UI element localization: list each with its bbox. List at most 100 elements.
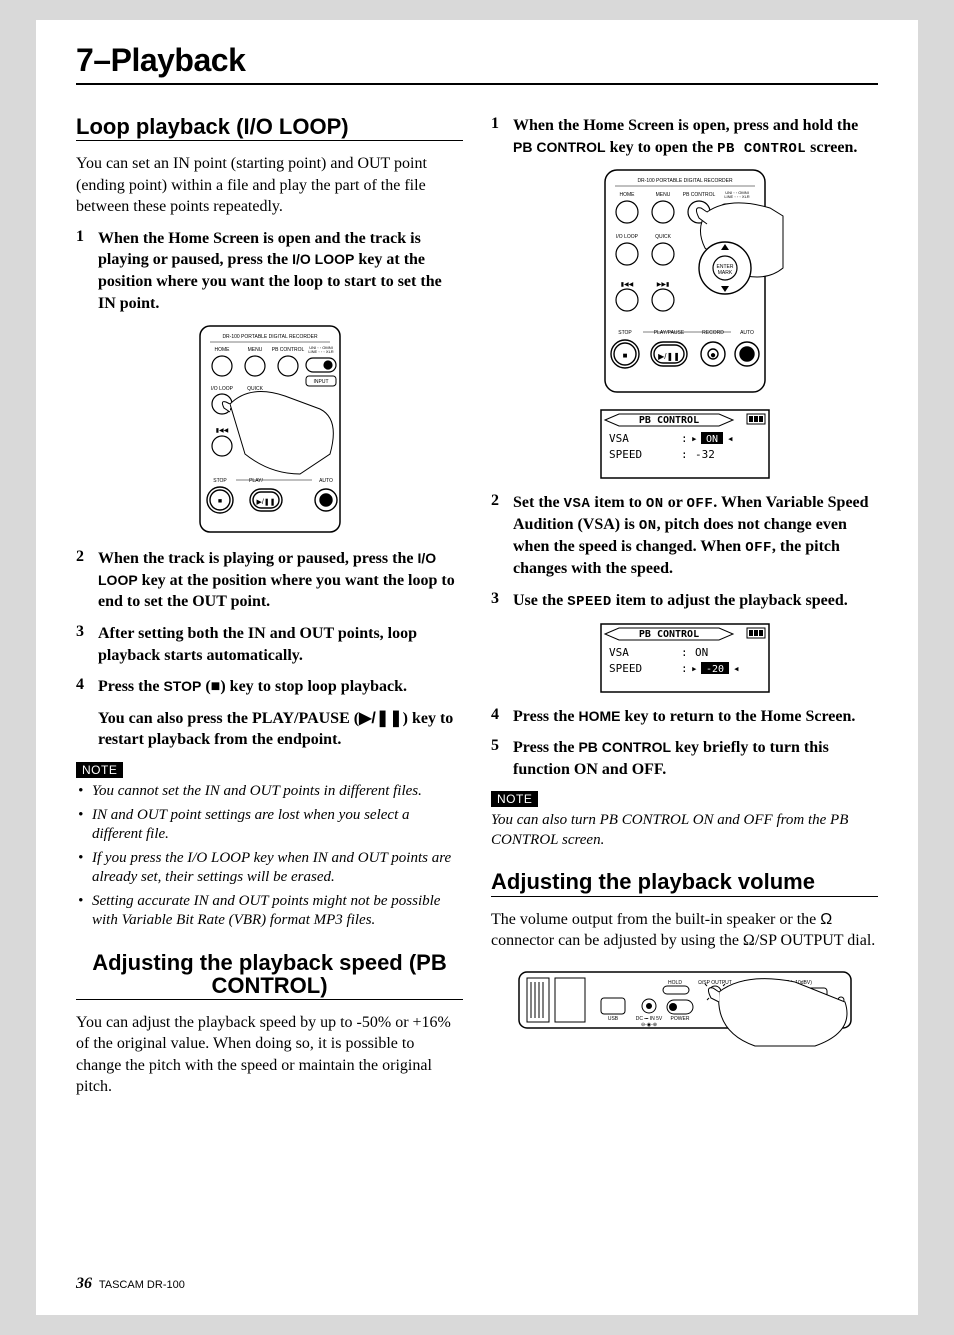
svg-text:LINE ◦ ◦ ◦ XLR: LINE ◦ ◦ ◦ XLR (308, 349, 333, 354)
loop-intro: You can set an IN point (starting point)… (76, 153, 463, 218)
step-text: Press the PB CONTROL key briefly to turn… (513, 737, 878, 780)
note-list: You cannot set the IN and OUT points in … (76, 782, 463, 931)
section-loop-title: Loop playback (I/O LOOP) (76, 115, 463, 141)
step-text: Set the VSA item to ON or OFF. When Vari… (513, 492, 878, 579)
note-label: NOTE (76, 762, 123, 778)
svg-text:Ω/SP OUTPUT: Ω/SP OUTPUT (698, 980, 732, 986)
svg-text:STOP: STOP (618, 330, 632, 336)
t: When the track is playing or paused, pre… (98, 550, 417, 567)
page-number: 36 (76, 1275, 92, 1292)
ui-key: PB CONTROL (578, 739, 671, 755)
t: item to (590, 494, 646, 511)
svg-text:PB CONTROL: PB CONTROL (271, 347, 304, 353)
section-volume-title: Adjusting the playback volume (491, 870, 878, 896)
svg-text:MARK: MARK (717, 270, 732, 276)
t: Use the (513, 592, 567, 609)
svg-text:⊖-◉-⊕: ⊖-◉-⊕ (640, 1022, 656, 1028)
pb-step-1: 1 When the Home Screen is open, press an… (491, 115, 878, 158)
loop-step-2: 2 When the track is playing or paused, p… (76, 548, 463, 613)
svg-text:STOP: STOP (213, 478, 227, 484)
step-text: Press the STOP (■) key to stop loop play… (98, 676, 407, 698)
loop-step-1: 1 When the Home Screen is open and the t… (76, 228, 463, 314)
step-text: When the track is playing or paused, pre… (98, 548, 463, 613)
t: Press the (513, 739, 578, 756)
svg-text:PB CONTROL: PB CONTROL (638, 415, 698, 426)
ui-key: STOP (163, 678, 201, 694)
ui-key: PLAY/PAUSE (252, 710, 350, 727)
pb-step-5: 5 Press the PB CONTROL key briefly to tu… (491, 737, 878, 780)
lcd-text: ON (639, 518, 657, 534)
svg-text:▶/❚❚: ▶/❚❚ (256, 498, 275, 506)
note-item: Setting accurate IN and OUT points might… (76, 892, 463, 931)
svg-text:●: ● (709, 350, 715, 361)
svg-text:SPEED: SPEED (609, 448, 642, 461)
svg-text:I/O LOOP: I/O LOOP (616, 234, 639, 240)
page-footer: 36 TASCAM DR-100 (76, 1275, 185, 1293)
svg-text:INPUT: INPUT (313, 379, 328, 385)
note-item: You cannot set the IN and OUT points in … (76, 782, 463, 802)
svg-text:MENU: MENU (655, 192, 670, 198)
svg-text::: : (681, 662, 688, 675)
t: Press the (98, 678, 163, 695)
chapter-title: 7–Playback (76, 42, 878, 85)
t: The volume output from the built-in spea… (491, 911, 820, 928)
lcd-text: SPEED (567, 594, 612, 610)
loop-step-cont: You can also press the PLAY/PAUSE (▶/❚❚)… (98, 708, 463, 751)
svg-text:■: ■ (217, 498, 221, 505)
note-item: IN and OUT point settings are lost when … (76, 806, 463, 845)
t: key to open the (606, 139, 718, 156)
t: or (664, 494, 687, 511)
ui-key: PB CONTROL (513, 139, 606, 155)
step-number: 2 (76, 548, 98, 613)
svg-text:HOLD: HOLD (668, 980, 682, 986)
svg-text:SPEED: SPEED (609, 662, 642, 675)
step-number: 1 (491, 115, 513, 158)
loop-step-4: 4 Press the STOP (■) key to stop loop pl… (76, 676, 463, 698)
t: Press the (513, 708, 578, 725)
svg-text:-32: -32 (695, 448, 715, 461)
side-panel-figure: USB DC ⎓ IN 5V ⊖-◉-⊕ POWER HOLD Ω/SP OUT… (515, 962, 855, 1052)
svg-text:USB: USB (607, 1016, 618, 1022)
svg-text:▮◀◀: ▮◀◀ (620, 282, 633, 288)
pb-step-2: 2 Set the VSA item to ON or OFF. When Va… (491, 492, 878, 579)
t: When the Home Screen is open, press and … (513, 117, 858, 134)
lcd-figure-2: PB CONTROL VSA : ON SPEED : ▸ -20 ◂ (599, 622, 771, 694)
pb-step-4: 4 Press the HOME key to return to the Ho… (491, 706, 878, 728)
section-pbcontrol-title: Adjusting the playback speed (PB CONTROL… (76, 951, 463, 1000)
svg-text:I/O LOOP: I/O LOOP (211, 386, 234, 392)
lcd-text: PB CONTROL (717, 141, 806, 157)
svg-text:MENU: MENU (247, 347, 262, 353)
t: screen. (806, 139, 857, 156)
svg-text:■: ■ (622, 351, 627, 360)
svg-text:DR-100 PORTABLE DIGITAL RECORD: DR-100 PORTABLE DIGITAL RECORDER (637, 178, 733, 184)
t: ( (201, 678, 210, 695)
svg-text:ON: ON (705, 434, 717, 445)
ui-key: Ω/SP OUTPUT (743, 932, 843, 949)
step-text: When the Home Screen is open and the tra… (98, 228, 463, 314)
step-number: 4 (491, 706, 513, 728)
svg-text:PB CONTROL: PB CONTROL (682, 192, 715, 198)
note-text: You can also turn PB CONTROL ON and OFF … (491, 811, 878, 850)
note-item: If you press the I/O LOOP key when IN an… (76, 849, 463, 888)
svg-text:POWER: POWER (670, 1016, 689, 1022)
play-pause-icon: ▶/❚❚ (359, 710, 403, 727)
t: Set the (513, 494, 564, 511)
svg-text:▸: ▸ (691, 662, 698, 675)
lcd-text: OFF (687, 496, 714, 512)
svg-text:◂: ◂ (727, 432, 734, 445)
step-text: Press the HOME key to return to the Home… (513, 706, 855, 728)
step-number: 4 (76, 676, 98, 698)
t: item to adjust the playback speed. (612, 592, 848, 609)
svg-text:DR-100 PORTABLE DIGITAL RECORD: DR-100 PORTABLE DIGITAL RECORDER (222, 334, 318, 340)
ui-key: HOME (578, 708, 620, 724)
svg-text:HOME: HOME (214, 347, 230, 353)
svg-text:AUTO: AUTO (740, 330, 754, 336)
footer-model: TASCAM DR-100 (99, 1279, 185, 1291)
svg-text:QUICK: QUICK (655, 234, 672, 240)
svg-text::: : (681, 448, 688, 461)
svg-text:AUTO: AUTO (319, 478, 333, 484)
svg-text:RECORD: RECORD (702, 330, 724, 336)
t: ) key to stop loop playback. (220, 678, 407, 695)
step-text: After setting both the IN and OUT points… (98, 623, 463, 666)
svg-text:ON: ON (695, 646, 708, 659)
